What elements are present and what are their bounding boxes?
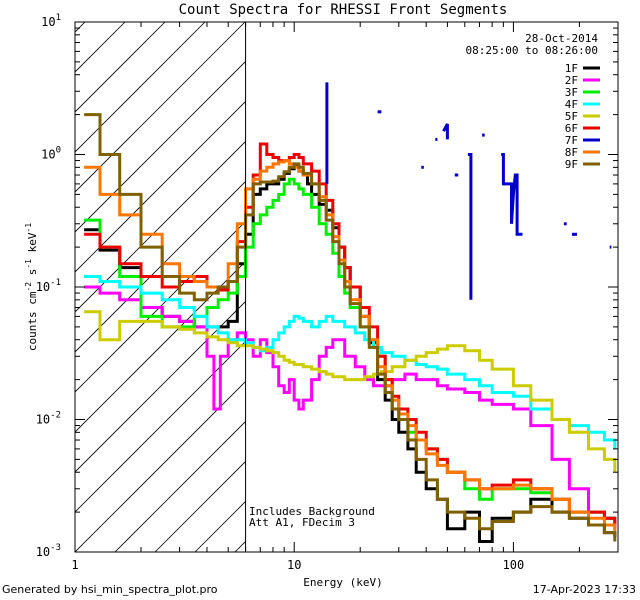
legend-label-4F: 4F xyxy=(565,98,578,111)
series-line-8F xyxy=(84,159,617,533)
x-tick-label: 10 xyxy=(287,558,301,572)
series-line-9F xyxy=(84,113,617,542)
hatch-line xyxy=(0,22,5,552)
legend-label-6F: 6F xyxy=(565,122,578,135)
series-9F xyxy=(84,113,617,542)
series-line-1F xyxy=(84,164,617,543)
hatch-line xyxy=(75,22,246,193)
legend-label-7F: 7F xyxy=(565,134,578,147)
series-1F xyxy=(84,164,617,543)
legend-label-5F: 5F xyxy=(565,110,578,123)
y-tick-label: 10-1 xyxy=(36,278,61,294)
series-lines xyxy=(84,82,617,543)
date-label: 28-Oct-2014 xyxy=(525,32,598,45)
series-4F xyxy=(84,275,617,449)
hatch-line xyxy=(75,22,206,153)
series-7F xyxy=(325,82,612,300)
hatch-line xyxy=(355,22,640,552)
chart-title: Count Spectra for RHESSI Front Segments xyxy=(179,2,508,18)
x-tick-label: 100 xyxy=(503,558,525,572)
hatch-line xyxy=(234,540,246,552)
hatch-line xyxy=(75,260,246,433)
time-range-label: 08:25:00 to 08:26:00 xyxy=(466,44,598,57)
series-line-4F xyxy=(84,275,617,449)
series-3F xyxy=(84,177,617,522)
annotation-background: Includes Background xyxy=(249,505,375,518)
series-8F xyxy=(84,159,617,533)
series-line-5F xyxy=(84,310,617,473)
hatch-line xyxy=(75,22,126,73)
series-segment-7F xyxy=(501,153,523,236)
legend-label-2F: 2F xyxy=(565,74,578,87)
series-segment-7F xyxy=(442,123,449,140)
hatch-line xyxy=(635,22,640,552)
y-tick-label: 10-3 xyxy=(36,543,61,559)
series-segment-7F xyxy=(467,153,473,300)
axes: 1 10 100 101 100 10-1 10-2 10-3 xyxy=(36,13,619,572)
y-axis-label: counts cm-2 s-1 keV-1 xyxy=(24,223,39,351)
legend-label-3F: 3F xyxy=(565,86,578,99)
series-line-3F xyxy=(84,177,617,522)
hatch-line xyxy=(75,60,246,233)
series-line-2F xyxy=(84,285,617,529)
hatch-line xyxy=(75,22,166,113)
footer-timestamp: 17-Apr-2023 17:33 xyxy=(532,583,636,596)
hatch-line xyxy=(75,380,246,552)
y-tick-label: 100 xyxy=(41,146,61,162)
hatch-line xyxy=(114,420,246,552)
series-line-6F xyxy=(84,142,617,525)
legend-label-1F: 1F xyxy=(565,62,578,75)
hatch-line xyxy=(154,460,246,552)
hatch-line xyxy=(75,340,246,513)
y-tick-label: 10-2 xyxy=(36,411,61,427)
hatch-line xyxy=(395,22,640,552)
y-tick-label: 101 xyxy=(41,13,61,29)
series-5F xyxy=(84,310,617,473)
footer-generator: Generated by hsi_min_spectra_plot.pro xyxy=(2,583,218,596)
series-2F xyxy=(84,285,617,529)
x-tick-label: 1 xyxy=(71,558,78,572)
legend-label-9F: 9F xyxy=(565,158,578,171)
legend-label-8F: 8F xyxy=(565,146,578,159)
series-6F xyxy=(84,142,617,525)
annotation-attenuator: Att A1, FDecim 3 xyxy=(249,516,355,529)
hatch-line xyxy=(75,100,246,273)
hatch-line xyxy=(75,300,246,473)
x-axis-label: Energy (keV) xyxy=(303,576,382,589)
hatch-line xyxy=(315,22,640,552)
